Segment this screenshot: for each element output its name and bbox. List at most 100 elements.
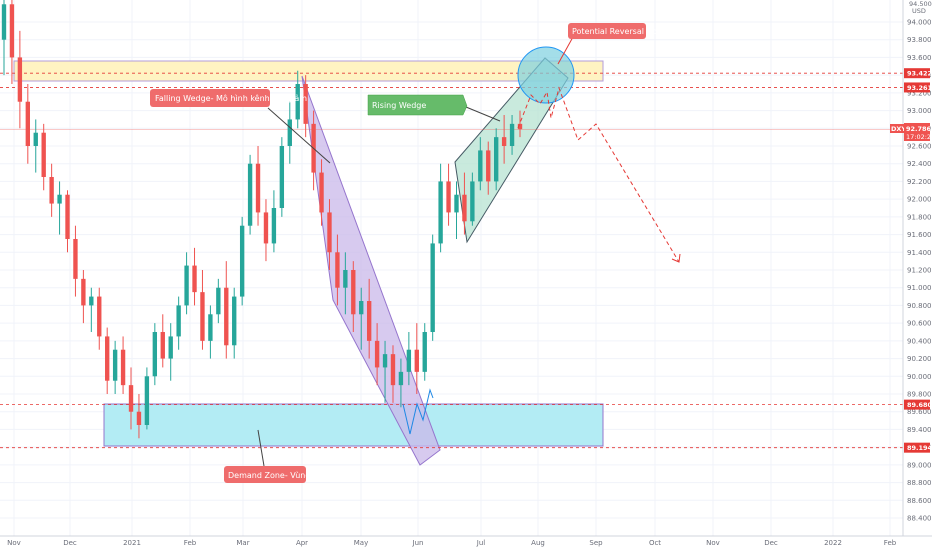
- candle-body: [168, 336, 173, 359]
- candle-body: [327, 212, 332, 253]
- candle-body: [359, 301, 364, 315]
- y-tick-label: 91.000: [907, 284, 932, 292]
- reversal-note: Potential Reversal Zone: [568, 23, 667, 39]
- y-tick-label: 93.800: [907, 36, 932, 44]
- candle-body: [65, 194, 70, 239]
- candle-body: [152, 332, 158, 377]
- candle-body: [81, 278, 86, 306]
- candle-body: [200, 292, 205, 341]
- countdown-value: 17:02:23: [906, 133, 932, 141]
- y-tick-label: 89.400: [907, 426, 932, 434]
- candle-body: [128, 385, 134, 412]
- y-tick-label: 88.600: [907, 497, 932, 505]
- y-tick-label: 91.800: [907, 213, 932, 221]
- x-tick-label: Dec: [63, 539, 77, 547]
- y-tick-label: 89.600: [907, 408, 932, 416]
- candle-body: [33, 132, 38, 146]
- demand-zone: [103, 403, 604, 447]
- candle-body: [454, 194, 459, 213]
- y-tick-label: 91.400: [907, 249, 932, 257]
- x-tick-label: Dec: [764, 539, 778, 547]
- candle-body: [438, 181, 443, 244]
- candle-body: [49, 177, 54, 204]
- x-tick-label: Feb: [884, 539, 897, 547]
- candle-body: [446, 181, 451, 213]
- candle-body: [501, 137, 507, 146]
- supply-zone: [13, 60, 604, 82]
- y-tick-label: 90.400: [907, 337, 932, 345]
- candle-body: [486, 150, 491, 182]
- price-levels: [0, 72, 903, 449]
- candle-body: [422, 332, 427, 372]
- candle-body: [105, 336, 110, 381]
- candle-body: [184, 265, 189, 306]
- candle-body: [192, 265, 197, 293]
- y-tick-label: 90.200: [907, 355, 932, 363]
- price-level-label: 89.194: [907, 444, 932, 452]
- reversal-label: Potential Reversal Zone: [572, 27, 667, 36]
- candle-body: [17, 57, 23, 102]
- price-level-label: 89.680: [907, 401, 932, 409]
- candle-body: [382, 354, 388, 368]
- price-level-badge: [904, 82, 930, 93]
- candle-body: [494, 137, 499, 182]
- y-tick-label: 91.200: [907, 267, 932, 275]
- last-price-badge: DXY 92.786 17:02:23: [890, 123, 932, 141]
- candle-body: [335, 252, 340, 288]
- falling-wedge-label: Falling Wedge- Mô hình kênh giá giảm: [155, 93, 307, 103]
- x-tick-label: Nov: [7, 539, 21, 547]
- price-level-label: 93.422: [907, 70, 932, 78]
- candle-body: [1, 4, 7, 40]
- candle-body: [57, 194, 62, 204]
- candle-body: [509, 123, 515, 146]
- y-tick-label: 93.200: [907, 89, 932, 97]
- rising-wedge-note: Rising Wedge: [367, 94, 468, 116]
- candle-body: [73, 239, 78, 279]
- candle-body: [295, 84, 300, 120]
- candle-body: [470, 181, 475, 222]
- candle-body: [239, 225, 245, 297]
- rising-wedge-label: Rising Wedge: [372, 101, 426, 110]
- x-tick-label: Apr: [296, 539, 308, 547]
- candle-body: [374, 340, 380, 368]
- candle-body: [216, 287, 221, 315]
- candle-body: [462, 194, 467, 222]
- candle-body: [25, 101, 30, 146]
- falling-wedge-path: [402, 388, 434, 435]
- y-tick-label: 92.200: [907, 178, 932, 186]
- x-tick-label: Jul: [476, 539, 486, 547]
- candle-body: [271, 208, 277, 244]
- candle-body: [430, 243, 435, 332]
- x-tick-label: Feb: [184, 539, 197, 547]
- x-tick-label: Nov: [706, 539, 720, 547]
- x-tick-label: Oct: [649, 539, 661, 547]
- projected-path: [517, 86, 680, 263]
- candle-body: [232, 296, 237, 346]
- price-level-badge: [904, 399, 930, 410]
- price-level-badge: [904, 68, 930, 79]
- y-tick-label: 92.000: [907, 196, 932, 204]
- y-tick-label: 90.800: [907, 302, 932, 310]
- price-level-badge: [904, 442, 930, 453]
- y-tick-label: 89.800: [907, 391, 932, 399]
- candle-body: [406, 349, 412, 372]
- y-tick-label: 89.000: [907, 461, 932, 469]
- candle-body: [279, 146, 285, 208]
- x-tick-label: May: [354, 539, 368, 547]
- y-tick-label: 92.400: [907, 160, 932, 168]
- chart-grid: [0, 0, 903, 536]
- x-tick-label: 2022: [824, 539, 842, 547]
- falling-wedge-pointer: [267, 107, 331, 164]
- candle-body: [287, 119, 292, 146]
- demand-label: Demand Zone- Vùng Cầu: [228, 470, 329, 480]
- candle-body: [112, 349, 118, 381]
- candle-body: [263, 212, 269, 244]
- y-tick-label: 88.400: [907, 515, 932, 523]
- falling-wedge-note: Falling Wedge- Mô hình kênh giá giảm: [150, 89, 307, 107]
- time-axis: Nov Dec 2021 Feb Mar Apr May Jun Jul Aug Sep Oct Nov…: [7, 539, 897, 547]
- candle-body: [224, 287, 229, 346]
- x-tick-label: 2021: [123, 539, 141, 547]
- y-tick-label: 91.600: [907, 231, 932, 239]
- y-tick-label: 93.600: [907, 54, 932, 62]
- candle-body: [41, 132, 46, 177]
